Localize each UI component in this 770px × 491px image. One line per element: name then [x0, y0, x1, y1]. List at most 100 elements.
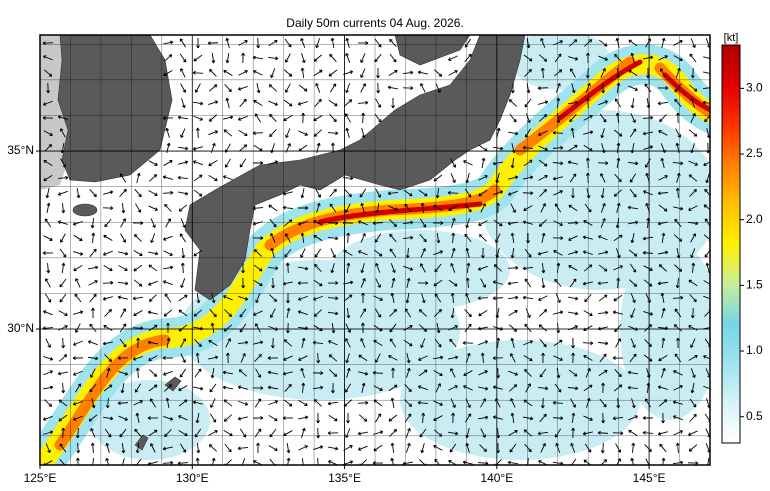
current-arrow — [58, 354, 68, 362]
current-arrow — [523, 429, 533, 437]
current-arrow — [480, 428, 486, 438]
current-arrow — [523, 54, 533, 62]
current-arrow — [450, 217, 456, 228]
current-arrow — [328, 340, 338, 346]
current-arrow — [630, 457, 635, 465]
current-arrow — [406, 367, 411, 378]
current-arrow — [450, 158, 456, 168]
current-arrow — [179, 53, 187, 63]
current-arrow — [149, 174, 158, 182]
current-arrow — [539, 114, 548, 122]
current-arrow — [267, 385, 279, 390]
current-arrow — [451, 232, 456, 244]
current-arrow — [627, 205, 639, 210]
current-arrow — [301, 337, 306, 348]
current-arrow — [538, 324, 548, 332]
current-arrow — [195, 83, 201, 93]
current-arrow — [105, 397, 110, 409]
current-arrow — [329, 188, 337, 197]
current-arrow — [136, 172, 141, 183]
current-arrow — [222, 370, 234, 375]
current-arrow — [252, 386, 264, 390]
current-arrow — [387, 191, 399, 196]
current-arrow — [492, 415, 503, 420]
current-arrow — [599, 353, 607, 363]
current-arrow — [403, 339, 413, 347]
current-arrow — [163, 70, 173, 77]
current-arrow — [104, 354, 112, 362]
current-arrow — [43, 55, 53, 61]
current-arrow — [600, 202, 606, 213]
current-arrow — [72, 401, 83, 406]
current-arrow — [192, 400, 203, 405]
current-arrow — [614, 173, 622, 183]
current-arrow — [690, 67, 695, 79]
current-arrow — [703, 385, 710, 391]
current-arrow — [239, 98, 247, 108]
current-arrow — [253, 279, 263, 287]
current-arrow — [268, 414, 278, 422]
current-arrow — [177, 175, 189, 180]
current-arrow — [312, 385, 324, 390]
current-arrow — [568, 144, 578, 152]
current-arrow — [507, 460, 519, 465]
current-arrow — [464, 188, 472, 198]
current-arrow — [387, 85, 398, 90]
current-arrow — [268, 160, 279, 166]
current-arrow — [267, 356, 279, 360]
current-arrow — [642, 236, 654, 241]
current-arrow — [553, 220, 563, 226]
current-arrow — [178, 204, 188, 212]
current-arrow — [317, 457, 319, 465]
current-arrow — [523, 340, 533, 346]
current-arrow — [193, 189, 203, 197]
current-arrow — [390, 457, 395, 465]
current-arrow — [450, 307, 455, 319]
current-arrow — [586, 188, 591, 199]
current-arrow — [582, 431, 593, 436]
current-arrow — [478, 220, 488, 226]
current-arrow — [238, 369, 248, 377]
current-arrow — [571, 412, 576, 424]
current-arrow — [675, 187, 680, 199]
current-arrow — [60, 233, 66, 243]
current-arrow — [135, 412, 140, 423]
current-arrow — [134, 383, 142, 393]
current-arrow — [567, 100, 579, 105]
current-arrow — [642, 190, 653, 196]
current-arrow — [571, 187, 575, 199]
current-arrow — [180, 68, 186, 78]
current-arrow — [358, 354, 368, 362]
current-arrow — [148, 324, 158, 332]
current-arrow — [43, 159, 53, 167]
current-arrow — [344, 113, 351, 123]
current-arrow — [627, 370, 639, 375]
current-arrow — [117, 356, 129, 361]
current-arrow — [674, 308, 682, 318]
current-arrow — [507, 295, 519, 300]
current-arrow — [508, 175, 519, 180]
current-arrow — [616, 458, 621, 465]
current-arrow — [433, 204, 443, 212]
current-arrow — [553, 250, 563, 256]
current-arrow — [103, 234, 113, 241]
current-arrow — [300, 232, 305, 244]
current-arrow — [75, 278, 81, 288]
current-arrow — [660, 157, 665, 168]
current-arrow — [675, 442, 680, 454]
current-arrow — [375, 202, 380, 214]
current-arrow — [568, 235, 578, 241]
current-arrow — [613, 189, 623, 197]
current-arrow — [661, 337, 666, 349]
current-arrow — [237, 86, 248, 91]
current-arrow — [237, 446, 249, 451]
current-arrow — [555, 293, 561, 303]
current-arrow — [238, 40, 248, 46]
current-arrow — [451, 247, 456, 258]
current-arrow — [614, 98, 622, 108]
current-arrow — [703, 204, 710, 211]
current-arrow — [132, 296, 144, 301]
current-arrow — [674, 98, 682, 108]
current-arrow — [568, 296, 579, 301]
current-arrow — [282, 205, 294, 210]
